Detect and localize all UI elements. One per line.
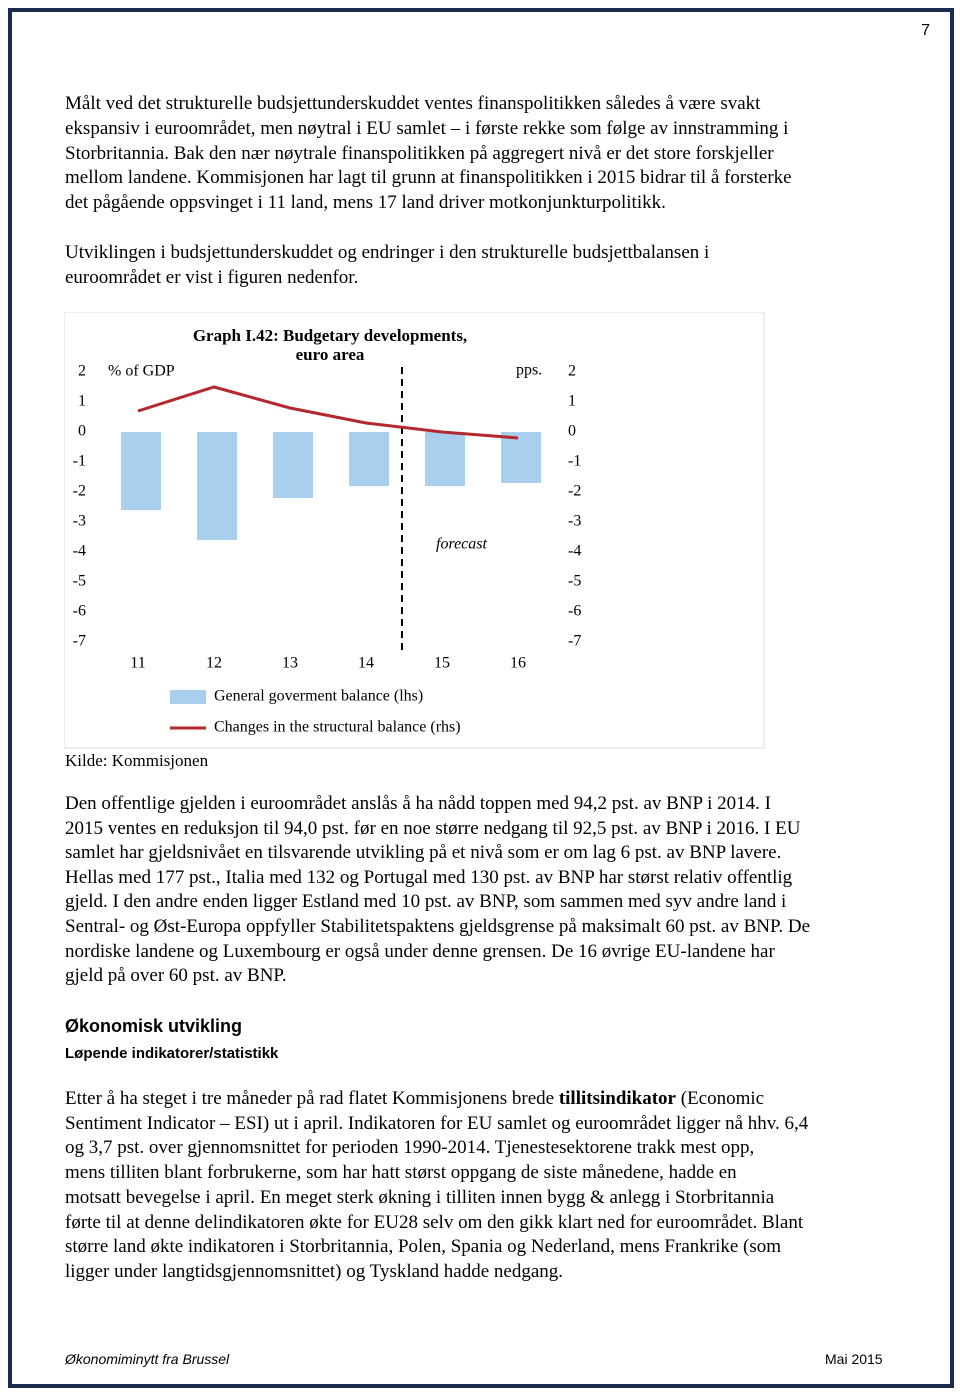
text-line: Den offentlige gjelden i euroområdet ans… [65, 793, 772, 814]
bar [501, 432, 541, 483]
y-tick-label: -1 [73, 453, 86, 470]
x-tick-label: 15 [434, 655, 450, 672]
heading: Økonomisk utvikling [65, 1016, 243, 1036]
text-line: ligger under langtidsgjennomsnittet) og … [65, 1260, 564, 1282]
bar [349, 432, 389, 486]
text-line: Etter å ha steget i tre måneder på rad f… [65, 1087, 764, 1111]
y2-axis-label: pps. [516, 362, 542, 379]
x-tick-label: 11 [130, 655, 145, 672]
y-tick-label: 2 [78, 363, 86, 380]
x-tick-label: 16 [510, 655, 526, 672]
text-line: Utviklingen i budsjettunderskuddet og en… [65, 242, 710, 263]
footer-left: Økonomiminytt fra Brussel [65, 1351, 230, 1367]
y2-tick-label: -1 [568, 453, 581, 470]
text-line: Hellas med 177 pst., Italia med 132 og P… [65, 866, 793, 888]
text-line: Sentiment Indicator – ESI) ut i april. I… [65, 1112, 809, 1134]
y2-tick-label: -6 [568, 603, 581, 620]
legend-label: Changes in the structural balance (rhs) [214, 719, 461, 736]
y-tick-label: -2 [73, 483, 86, 500]
text-line: gjeld på over 60 pst. av BNP. [65, 965, 287, 987]
text-line: euroområdet er vist i figuren nedenfor. [65, 267, 359, 288]
y2-tick-label: -5 [568, 573, 581, 590]
subheading: Løpende indikatorer/statistikk [65, 1045, 279, 1062]
x-tick-label: 13 [282, 655, 298, 672]
y2-tick-label: -3 [568, 513, 581, 530]
text-line: Sentral- og Øst-Europa oppfyller Stabili… [65, 916, 811, 937]
line [137, 385, 519, 440]
text-line: gjeld. I den andre enden ligger Estland … [65, 891, 787, 913]
y2-tick-label: 0 [568, 423, 576, 440]
y-tick-label: 1 [78, 393, 86, 410]
text-line: nordiske landene og Luxembourg er også u… [65, 940, 775, 962]
chart-frame [64, 312, 765, 749]
legend-swatch [170, 690, 206, 704]
bar [273, 432, 313, 498]
y-tick-label: -6 [73, 603, 86, 620]
y-tick-label: -3 [73, 513, 86, 530]
bar [121, 432, 161, 510]
text-line: motsatt bevegelse i april. En meget ster… [65, 1186, 775, 1208]
y-tick-label: -5 [73, 573, 86, 590]
text-segment: (Economic [676, 1088, 765, 1109]
y2-tick-label: -4 [568, 543, 581, 560]
text-line: mellom landene. Kommisjonen har lagt til… [65, 167, 792, 189]
x-tick-label: 12 [206, 655, 222, 672]
text-line: større land økte indikatoren i Storbrita… [65, 1236, 782, 1258]
chart-title: euro area [296, 345, 365, 364]
source: Kilde: Kommisjonen [65, 751, 209, 770]
bar [197, 432, 237, 540]
text-line: og 3,7 pst. over gjennomsnittet for peri… [65, 1137, 755, 1159]
text-line: Storbritannia. Bak den nær nøytrale fina… [65, 142, 774, 164]
y-tick-label: -4 [73, 543, 86, 560]
y2-tick-label: -7 [568, 633, 581, 650]
y-axis-label: % of GDP [108, 363, 175, 380]
text-line: førte til at denne delindikatoren økte f… [65, 1211, 804, 1233]
bar [425, 432, 465, 486]
y2-tick-label: 2 [568, 363, 576, 380]
page-number: 7 [921, 22, 930, 39]
y2-tick-label: 1 [568, 393, 576, 410]
x-tick-label: 14 [358, 655, 374, 672]
text-line: det pågående oppsvinget i 11 land, mens … [65, 192, 666, 214]
legend-label: General goverment balance (lhs) [214, 688, 423, 705]
y-tick-label: 0 [78, 423, 86, 440]
text-line: mens tilliten blant forbrukerne, som har… [65, 1162, 737, 1184]
text-segment: Etter å ha steget i tre måneder på rad f… [65, 1088, 559, 1109]
text-line: samlet har gjeldsnivået en tilsvarende u… [65, 842, 782, 864]
y2-tick-label: -2 [568, 483, 581, 500]
chart: Graph I.42: Budgetary developments,euro … [64, 312, 765, 749]
page-frame [8, 8, 954, 1388]
bold-term: tillitsindikator [558, 1088, 676, 1109]
text-line: ekspansiv i euroområdet, men nøytral i E… [65, 117, 789, 139]
y-tick-label: -7 [73, 633, 86, 650]
chart-title: Graph I.42: Budgetary developments, [193, 326, 467, 345]
text-line: Målt ved det strukturelle budsjettunders… [65, 93, 761, 114]
text-line: 2015 ventes en reduksjon til 94,0 pst. f… [65, 817, 801, 839]
annotation: forecast [436, 536, 488, 553]
footer-right: Mai 2015 [825, 1351, 883, 1367]
